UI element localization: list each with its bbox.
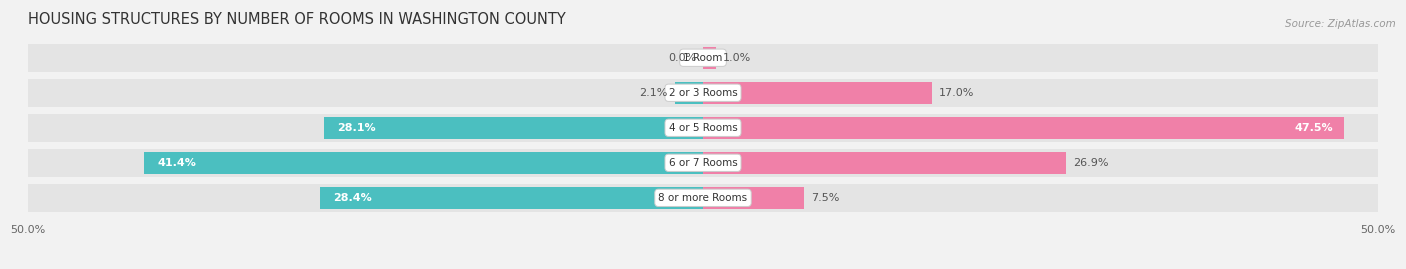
Text: 28.4%: 28.4% bbox=[333, 193, 373, 203]
Bar bbox=[323, 117, 703, 139]
Bar bbox=[703, 117, 1344, 139]
Text: 17.0%: 17.0% bbox=[939, 88, 974, 98]
Text: 41.4%: 41.4% bbox=[157, 158, 197, 168]
Text: 1.0%: 1.0% bbox=[723, 53, 751, 63]
Text: 6 or 7 Rooms: 6 or 7 Rooms bbox=[669, 158, 737, 168]
Bar bbox=[703, 82, 932, 104]
Bar bbox=[319, 187, 703, 209]
Text: 28.1%: 28.1% bbox=[337, 123, 375, 133]
Text: HOUSING STRUCTURES BY NUMBER OF ROOMS IN WASHINGTON COUNTY: HOUSING STRUCTURES BY NUMBER OF ROOMS IN… bbox=[28, 12, 565, 27]
Text: 1 Room: 1 Room bbox=[683, 53, 723, 63]
Bar bbox=[703, 47, 717, 69]
Bar bbox=[675, 82, 703, 104]
Text: 7.5%: 7.5% bbox=[811, 193, 839, 203]
Text: 47.5%: 47.5% bbox=[1295, 123, 1333, 133]
Bar bbox=[28, 149, 1378, 177]
Bar bbox=[145, 152, 703, 174]
Text: 2.1%: 2.1% bbox=[640, 88, 668, 98]
Text: 2 or 3 Rooms: 2 or 3 Rooms bbox=[669, 88, 737, 98]
Bar bbox=[703, 187, 804, 209]
Bar bbox=[28, 79, 1378, 107]
Text: 26.9%: 26.9% bbox=[1073, 158, 1108, 168]
Bar bbox=[28, 44, 1378, 72]
Bar bbox=[28, 184, 1378, 212]
Bar bbox=[28, 114, 1378, 142]
Text: 0.0%: 0.0% bbox=[668, 53, 696, 63]
Bar bbox=[703, 152, 1066, 174]
Text: Source: ZipAtlas.com: Source: ZipAtlas.com bbox=[1285, 19, 1396, 29]
Text: 8 or more Rooms: 8 or more Rooms bbox=[658, 193, 748, 203]
Text: 4 or 5 Rooms: 4 or 5 Rooms bbox=[669, 123, 737, 133]
